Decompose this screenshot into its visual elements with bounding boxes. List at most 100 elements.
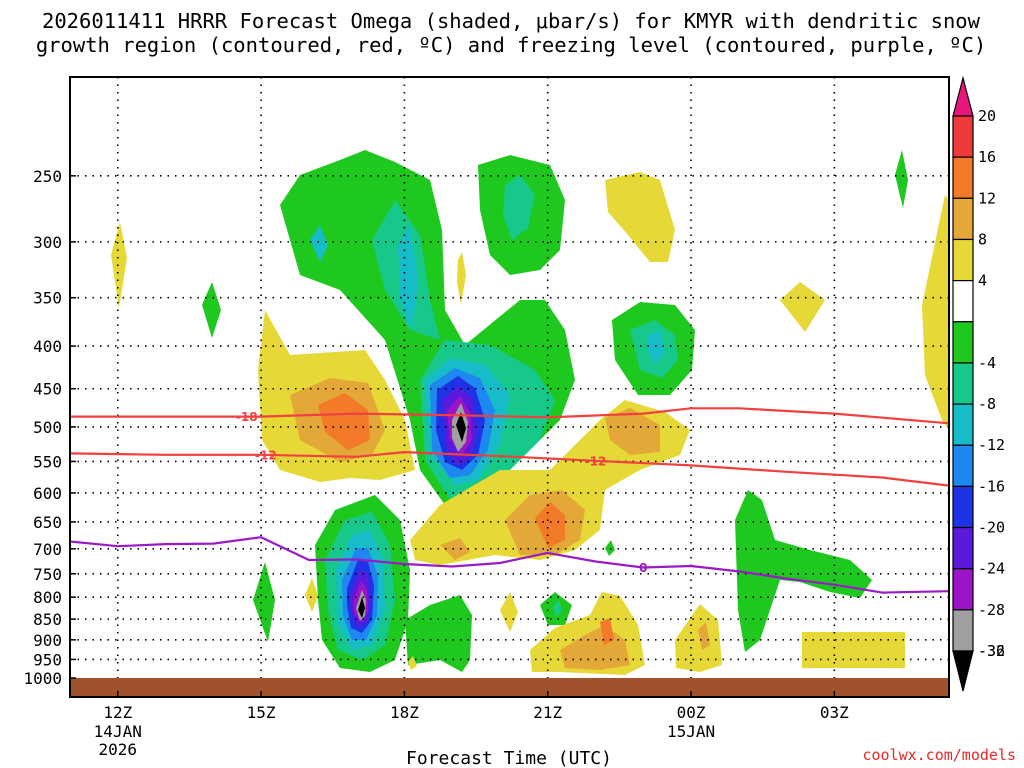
x-tick-year: 2026 bbox=[99, 740, 138, 759]
colorbar-bin bbox=[952, 362, 974, 405]
y-tick-label: 250 bbox=[33, 167, 62, 186]
colorbar-tick-label: -20 bbox=[978, 519, 1005, 537]
contour-label: -12 bbox=[255, 448, 277, 462]
colorbar-bin bbox=[952, 321, 974, 364]
omega-blob bbox=[605, 172, 675, 262]
colorbar-bin bbox=[952, 485, 974, 529]
y-tick-label: 300 bbox=[33, 233, 62, 252]
plot-frame bbox=[69, 76, 950, 698]
omega-blob bbox=[780, 282, 825, 332]
x-gridlines bbox=[116, 77, 836, 678]
colorbar-tick-label: -32 bbox=[978, 642, 1005, 660]
colorbar-tick-label: 8 bbox=[978, 230, 987, 248]
contours: -18 -12 -12 0 bbox=[70, 407, 949, 594]
x-tick-date: 14JAN bbox=[94, 722, 142, 741]
colorbar-tick-label: -8 bbox=[978, 395, 996, 413]
colorbar-bin bbox=[952, 115, 974, 158]
contour-line bbox=[70, 407, 949, 425]
chart-title-line2: growth region (contoured, red, ºC) and f… bbox=[36, 33, 986, 57]
omega-blob bbox=[398, 225, 418, 330]
colorbar-bin bbox=[952, 526, 974, 570]
omega-blob bbox=[405, 595, 472, 672]
y-axis: 250 300 350 400 450 500 550 600 650 700 750 800 850 9… bbox=[23, 167, 76, 688]
y-tick-label: 650 bbox=[33, 513, 62, 532]
omega-blob bbox=[503, 175, 535, 240]
omega-blob bbox=[698, 622, 710, 650]
omega-blob bbox=[500, 592, 518, 632]
omega-blob bbox=[457, 252, 466, 305]
x-tick-label: 15Z bbox=[247, 703, 276, 722]
y-tick-label: 900 bbox=[33, 631, 62, 650]
chart-title-line1: 2026011411 HRRR Forecast Omega (shaded, … bbox=[42, 9, 981, 33]
y-tick-label: 400 bbox=[33, 337, 62, 356]
omega-blob bbox=[318, 393, 370, 450]
omega-blob bbox=[408, 656, 417, 670]
colorbar-bin bbox=[952, 75, 974, 117]
omega-blob bbox=[675, 604, 722, 672]
contour-label: -18 bbox=[236, 410, 258, 424]
colorbar-bin bbox=[952, 280, 974, 323]
colorbar-tick-label: -28 bbox=[978, 601, 1005, 619]
colorbar-bin bbox=[952, 238, 974, 282]
omega-blob bbox=[735, 490, 872, 652]
colorbar: 20 16 12 8 4 -4 -8 -12 -16 -20 -24 -28 -32-36 bbox=[952, 75, 1005, 692]
contour-label: 0 bbox=[639, 561, 647, 575]
omega-blob bbox=[358, 597, 365, 618]
omega-blob bbox=[553, 600, 562, 616]
omega-blob bbox=[605, 408, 660, 455]
y-tick-label: 450 bbox=[33, 380, 62, 399]
omega-blob bbox=[895, 150, 908, 208]
colorbar-bin bbox=[952, 403, 974, 446]
y-tick-label: 1000 bbox=[23, 669, 62, 688]
colorbar-tick-label: 16 bbox=[978, 148, 996, 166]
credit-text: coolwx.com/models bbox=[862, 746, 1016, 764]
x-tick-label: 03Z bbox=[820, 703, 849, 722]
contour-label: -12 bbox=[585, 454, 607, 468]
y-tick-label: 550 bbox=[33, 452, 62, 471]
contour-line bbox=[70, 536, 949, 594]
x-tick-label: 00Z bbox=[677, 703, 706, 722]
omega-blob bbox=[440, 538, 470, 560]
omega-blob bbox=[648, 330, 665, 365]
colorbar-tick-label: -24 bbox=[978, 560, 1005, 578]
y-tick-label: 950 bbox=[33, 650, 62, 669]
colorbar-bin bbox=[952, 568, 974, 611]
omega-blob bbox=[310, 225, 328, 262]
ground bbox=[70, 678, 949, 697]
y-tick-label: 750 bbox=[33, 565, 62, 584]
x-axis-label: Forecast Time (UTC) bbox=[406, 748, 612, 768]
omega-field bbox=[111, 150, 949, 675]
y-tick-label: 350 bbox=[33, 289, 62, 308]
omega-blob bbox=[922, 195, 949, 430]
colorbar-tick-label: -36 bbox=[978, 642, 1005, 660]
colorbar-tick-label: -16 bbox=[978, 477, 1005, 495]
colorbar-bin bbox=[952, 650, 974, 692]
omega-blob bbox=[535, 502, 565, 548]
colorbar-bin bbox=[952, 444, 974, 487]
colorbar-tick-label: -12 bbox=[978, 436, 1005, 454]
y-tick-label: 500 bbox=[33, 418, 62, 437]
colorbar-bin bbox=[952, 609, 974, 652]
colorbar-tick-label: 4 bbox=[978, 272, 987, 290]
y-tick-label: 700 bbox=[33, 540, 62, 559]
omega-blob bbox=[305, 578, 318, 612]
x-tick-label: 18Z bbox=[390, 703, 419, 722]
omega-blob bbox=[600, 618, 614, 645]
colorbar-bin bbox=[952, 156, 974, 199]
x-tick-date: 15JAN bbox=[667, 722, 715, 741]
y-tick-label: 800 bbox=[33, 588, 62, 607]
x-tick-label: 12Z bbox=[103, 703, 132, 722]
omega-blob bbox=[802, 632, 905, 668]
y-tick-label: 600 bbox=[33, 484, 62, 503]
x-tick-label: 21Z bbox=[533, 703, 562, 722]
colorbar-bin bbox=[952, 197, 974, 241]
omega-blob bbox=[253, 562, 275, 642]
y-tick-label: 850 bbox=[33, 610, 62, 629]
omega-blob bbox=[111, 222, 127, 308]
colorbar-tick-label: 12 bbox=[978, 189, 996, 207]
omega-blob bbox=[202, 282, 221, 338]
contour-line bbox=[70, 451, 949, 487]
colorbar-tick-label: 20 bbox=[978, 107, 996, 125]
